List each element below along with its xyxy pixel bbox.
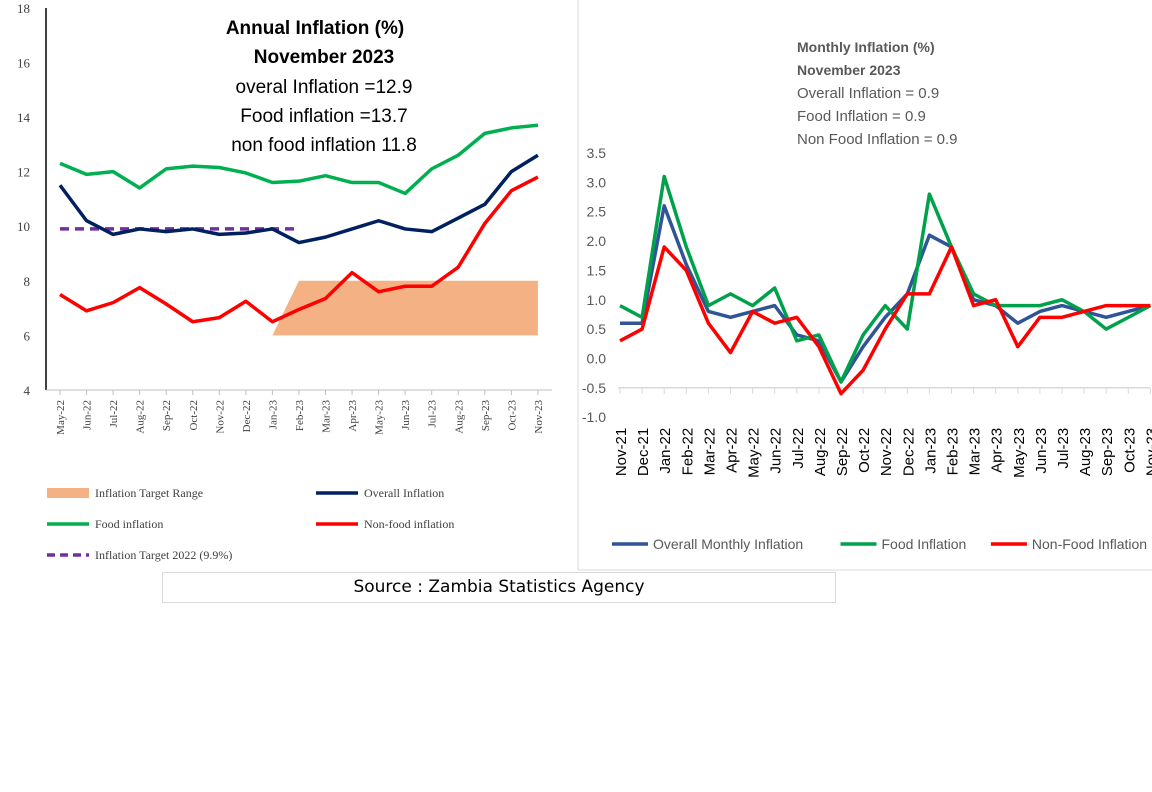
legend-swatch xyxy=(47,488,89,498)
series-line-non-food-inflation xyxy=(619,245,1151,396)
legend-label: Overall Monthly Inflation xyxy=(653,536,803,552)
x-tick-label: Nov-23 xyxy=(533,400,545,434)
x-tick-label: Aug-22 xyxy=(812,428,829,476)
y-tick-label: 14 xyxy=(17,110,31,125)
series-line-food-inflation xyxy=(619,174,1152,384)
x-tick-label: Apr-22 xyxy=(724,428,741,473)
chart-title: November 2023 xyxy=(797,62,901,78)
x-tick-label: Mar-22 xyxy=(701,428,718,476)
series-line-overall-monthly-inflation xyxy=(620,204,1151,384)
x-tick-label: Dec-22 xyxy=(241,400,253,432)
y-tick-label: 3.5 xyxy=(587,145,607,161)
y-tick-label: 4 xyxy=(24,383,31,398)
x-tick-label: May-23 xyxy=(1011,428,1028,478)
x-tick-label: Oct-22 xyxy=(188,400,200,431)
annotation: overal Inflation =12.9 xyxy=(236,77,413,98)
x-tick-label: Nov-22 xyxy=(878,428,895,476)
x-tick-label: Jan-23 xyxy=(267,400,279,430)
annotation: Food Inflation = 0.9 xyxy=(797,108,926,125)
y-tick-label: 0.5 xyxy=(587,321,607,337)
y-tick-label: 0.0 xyxy=(587,350,607,366)
legend-label: Non-Food Inflation xyxy=(1032,536,1147,552)
y-tick-label: 10 xyxy=(17,219,30,234)
x-tick-label: Oct-23 xyxy=(506,400,518,431)
y-tick-label: 8 xyxy=(24,274,31,289)
x-tick-label: Jun-22 xyxy=(768,428,785,474)
x-tick-label: Sep-23 xyxy=(1099,428,1116,476)
target-range-area xyxy=(272,280,538,336)
legend-label: Inflation Target 2022 (9.9%) xyxy=(95,548,232,562)
x-tick-label: Jan-23 xyxy=(922,428,939,474)
x-tick-label: Jul-23 xyxy=(427,400,439,428)
y-tick-label: 12 xyxy=(17,165,30,180)
x-tick-label: Nov-23 xyxy=(1143,428,1152,476)
chart-title: November 2023 xyxy=(254,47,394,68)
y-tick-label: 2.0 xyxy=(587,233,607,249)
y-tick-label: 1.0 xyxy=(587,292,607,308)
chart-title: Annual Inflation (%) xyxy=(226,18,404,39)
x-tick-label: Jul-22 xyxy=(108,400,120,428)
x-tick-label: Oct-22 xyxy=(856,428,873,473)
y-tick-label: 6 xyxy=(24,328,31,343)
x-tick-label: Jun-22 xyxy=(82,400,94,430)
legend-label: Food inflation xyxy=(95,517,163,531)
x-tick-label: Aug-22 xyxy=(135,400,147,434)
legend-label: Food Inflation xyxy=(882,536,967,552)
source-caption: Source : Zambia Statistics Agency xyxy=(162,572,836,603)
y-tick-label: 16 xyxy=(17,55,31,70)
legend-label: Inflation Target Range xyxy=(95,486,203,500)
x-tick-label: Nov-21 xyxy=(613,428,630,476)
x-tick-label: Feb-22 xyxy=(679,428,696,476)
x-tick-label: Jan-22 xyxy=(657,428,674,474)
x-tick-label: Jul-23 xyxy=(1055,428,1072,469)
annotation: Food inflation =13.7 xyxy=(240,106,407,127)
x-tick-label: Aug-23 xyxy=(453,400,465,434)
x-tick-label: May-23 xyxy=(374,400,386,435)
x-tick-label: May-22 xyxy=(55,400,67,435)
x-tick-label: Sep-22 xyxy=(834,428,851,476)
x-tick-label: Sep-23 xyxy=(480,400,492,432)
legend-label: Overall Inflation xyxy=(364,486,444,500)
x-tick-label: Dec-22 xyxy=(900,428,917,476)
x-tick-label: Mar-23 xyxy=(321,400,333,433)
x-tick-label: Sep-22 xyxy=(161,400,173,431)
x-tick-label: Nov-22 xyxy=(214,400,226,434)
x-tick-label: Apr-23 xyxy=(989,428,1006,473)
y-tick-label: 1.5 xyxy=(587,262,607,278)
x-tick-label: Jul-22 xyxy=(790,428,807,469)
annotation: non food inflation 11.8 xyxy=(231,135,417,156)
y-tick-label: -0.5 xyxy=(582,380,606,396)
x-tick-label: Jun-23 xyxy=(400,400,412,430)
x-tick-label: Oct-23 xyxy=(1121,428,1138,473)
x-tick-label: Apr-23 xyxy=(347,400,359,432)
x-tick-label: Mar-23 xyxy=(967,428,984,476)
y-tick-label: -1.0 xyxy=(582,409,606,425)
x-tick-label: Jun-23 xyxy=(1033,428,1050,474)
legend-label: Non-food inflation xyxy=(364,517,454,531)
annotation: Non Food Inflation = 0.9 xyxy=(797,131,958,148)
x-tick-label: May-22 xyxy=(746,428,763,478)
y-tick-label: 3.0 xyxy=(587,174,607,190)
x-tick-label: Dec-21 xyxy=(635,428,652,476)
x-tick-label: Aug-23 xyxy=(1077,428,1094,476)
x-tick-label: Feb-23 xyxy=(945,428,962,476)
y-tick-label: 2.5 xyxy=(587,204,607,220)
y-tick-label: 18 xyxy=(17,1,30,16)
annotation: Overall Inflation = 0.9 xyxy=(797,85,939,102)
series-line-overall-inflation xyxy=(58,153,539,245)
chart-title: Monthly Inflation (%) xyxy=(797,39,935,55)
x-tick-label: Feb-23 xyxy=(294,400,306,432)
